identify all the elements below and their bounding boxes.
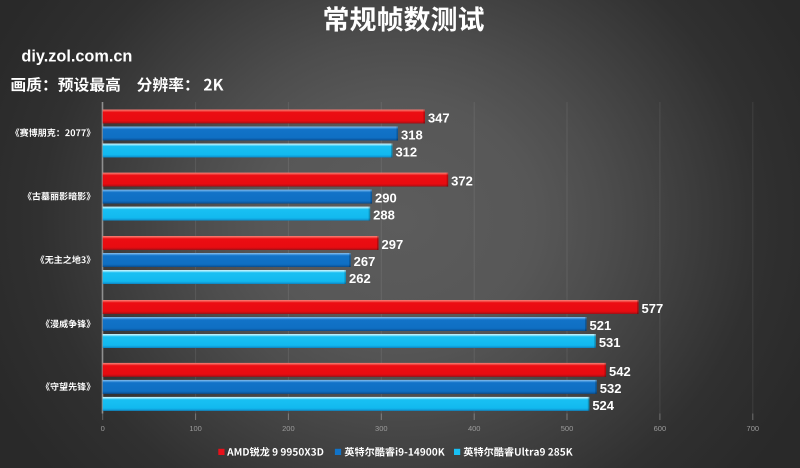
svg-text:372: 372 <box>451 174 473 189</box>
svg-text:297: 297 <box>382 237 404 252</box>
svg-text:524: 524 <box>592 398 614 413</box>
svg-text:347: 347 <box>428 111 450 126</box>
svg-text:400: 400 <box>468 424 481 433</box>
svg-text:0: 0 <box>101 424 105 433</box>
svg-text:521: 521 <box>590 318 612 333</box>
svg-text:300: 300 <box>375 424 388 433</box>
svg-text:312: 312 <box>395 145 417 160</box>
svg-text:600: 600 <box>654 424 667 433</box>
svg-text:267: 267 <box>354 254 376 269</box>
svg-text:318: 318 <box>401 128 423 143</box>
svg-text:100: 100 <box>189 424 202 433</box>
svg-text:542: 542 <box>609 364 631 379</box>
svg-text:700: 700 <box>747 424 760 433</box>
svg-text:531: 531 <box>599 335 621 350</box>
svg-text:200: 200 <box>282 424 295 433</box>
svg-text:532: 532 <box>600 381 622 396</box>
svg-text:diy.zol.com.cn: diy.zol.com.cn <box>21 48 132 66</box>
svg-text:500: 500 <box>561 424 574 433</box>
svg-text:262: 262 <box>349 271 371 286</box>
svg-text:577: 577 <box>642 301 664 316</box>
svg-text:288: 288 <box>373 208 395 223</box>
svg-text:290: 290 <box>375 191 397 206</box>
